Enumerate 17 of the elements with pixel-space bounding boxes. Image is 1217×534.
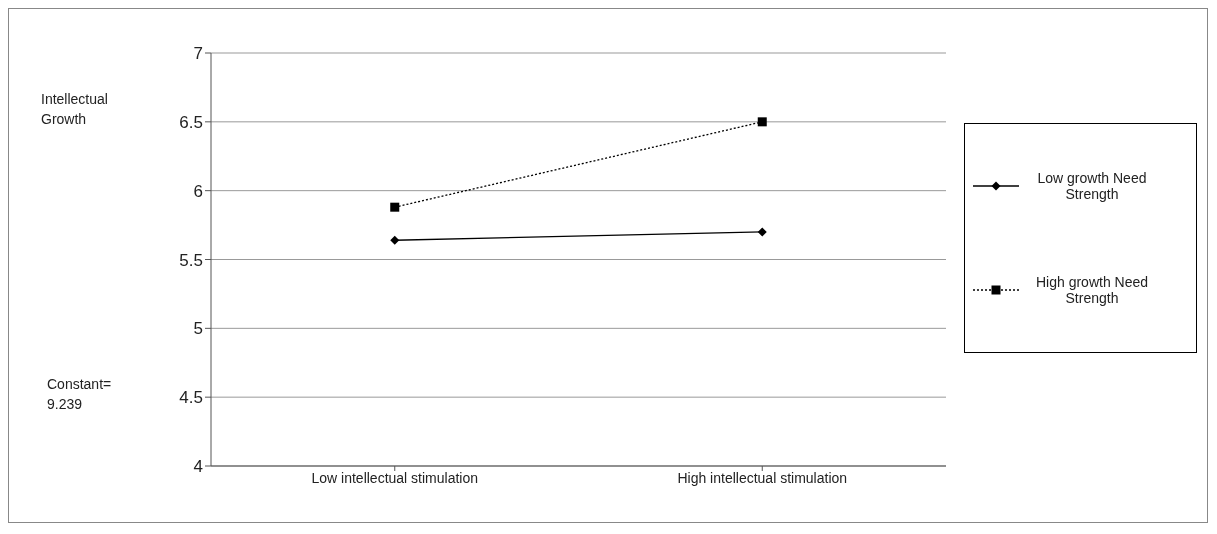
x-tick-label: High intellectual stimulation	[677, 469, 848, 486]
point	[757, 227, 767, 237]
text: Constant= 9.239	[47, 375, 113, 414]
y-tick-label: 5.5	[179, 250, 203, 270]
text: Intellectual Growth	[41, 90, 109, 129]
y-tick-label: 4.5	[179, 388, 203, 408]
point	[390, 235, 400, 245]
point	[390, 202, 400, 212]
y-tick-label: 7	[193, 44, 203, 64]
legend-label: High growth Need Strength	[1034, 274, 1150, 306]
x-tick-label: Low intellectual stimulation	[311, 469, 479, 486]
y-tick-label: 6.5	[179, 112, 203, 132]
y-tick-label: 6	[193, 181, 203, 201]
y-tick-label: 5	[193, 319, 203, 339]
legend-label: Low growth Need Strength	[1036, 170, 1148, 202]
point	[757, 117, 767, 127]
y-tick-label: 4	[193, 457, 203, 477]
